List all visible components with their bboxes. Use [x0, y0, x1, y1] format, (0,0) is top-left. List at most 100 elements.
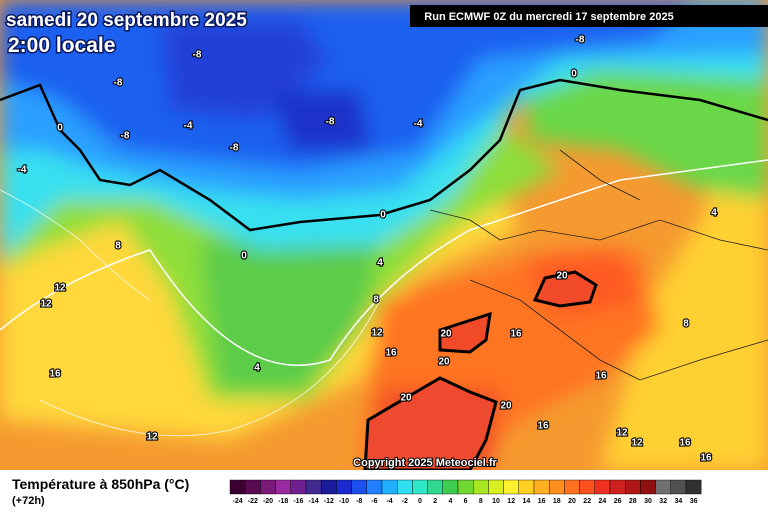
run-info: Run ECMWF 0Z du mercredi 17 septembre 20… [424, 11, 673, 23]
contour-label: -8 [114, 78, 123, 89]
colorbar-label: -12 [324, 498, 334, 505]
color-swatch [564, 479, 580, 495]
color-swatch [366, 479, 383, 495]
colorbar-label: -20 [263, 498, 273, 505]
colorbar-label: 0 [418, 498, 422, 505]
color-swatch [473, 479, 489, 495]
date-title: samedi 20 septembre 2025 [6, 10, 247, 31]
contour-label: -4 [414, 119, 423, 130]
color-swatch [670, 479, 687, 495]
contour-label: 20 [400, 393, 412, 404]
color-swatch [655, 479, 671, 495]
contour-label: 4 [254, 363, 260, 374]
colorbar-label: 16 [538, 498, 546, 505]
contour-label: -4 [18, 165, 27, 176]
contour-label: 12 [631, 438, 643, 449]
color-swatch [685, 479, 702, 495]
temperature-field [0, 0, 768, 470]
contour-label: -8 [121, 131, 130, 142]
contour-label: 4 [711, 208, 717, 219]
colorbar-label: -14 [309, 498, 319, 505]
color-swatch [321, 479, 337, 495]
colorbar-label: -4 [386, 498, 392, 505]
contour-label: 12 [40, 299, 52, 310]
contour-label: 16 [537, 421, 549, 432]
colorbar-label: 30 [644, 498, 652, 505]
color-swatch [579, 479, 595, 495]
color-swatch [275, 479, 292, 495]
contour-20 [438, 311, 492, 354]
colorbar-label: 14 [523, 498, 531, 505]
contour-label: 16 [510, 329, 522, 340]
lead-time: (+72h) [12, 495, 45, 507]
border-lines [429, 149, 768, 381]
color-swatch [640, 479, 656, 495]
contour-label: 16 [595, 371, 607, 382]
contour-label: 0 [380, 210, 386, 221]
color-swatch [427, 479, 444, 495]
contour-label: 8 [373, 295, 379, 306]
contour-label: 8 [115, 241, 121, 252]
color-swatch [625, 479, 641, 495]
colorbar-label: -10 [339, 498, 349, 505]
colorbar-label: 4 [448, 498, 452, 505]
run-box [410, 5, 768, 27]
contour-0 [0, 78, 768, 232]
isotherm [0, 189, 381, 437]
colorbar-label: -2 [402, 498, 408, 505]
contour-label: 16 [700, 453, 712, 464]
contour-label: -8 [576, 35, 585, 46]
color-swatch [381, 479, 398, 495]
colorbar-label: -24 [233, 498, 243, 505]
contour-label: 20 [500, 401, 512, 412]
contour-label: 0 [57, 123, 63, 134]
colorbar-label: 18 [553, 498, 561, 505]
contour-label: -4 [184, 121, 193, 132]
color-swatch [503, 479, 520, 495]
colorbar-label: 34 [675, 498, 683, 505]
contour-20 [363, 376, 498, 470]
color-swatch [244, 479, 261, 495]
color-swatch [305, 479, 322, 495]
color-swatch [412, 479, 428, 495]
contour-label: 12 [146, 432, 158, 443]
colorbar-label: 36 [690, 498, 698, 505]
contour-label: 16 [49, 369, 61, 380]
contour-label: 12 [371, 328, 383, 339]
color-swatch [336, 479, 352, 495]
time-title: 2:00 locale [8, 34, 115, 57]
contour-label: 0 [571, 69, 577, 80]
color-swatch [457, 479, 474, 495]
copyright: Copyright 2025 Meteociel.fr [353, 457, 497, 469]
colorbar: -24 -22 -20 -18 -16 -14 -12 -10 -8 -6 -4 -2 0 2 4 6 8 10 1… [229, 479, 702, 505]
colorbar-label: 10 [492, 498, 500, 505]
color-swatch [594, 479, 611, 495]
contour-label: -8 [326, 117, 335, 128]
colorbar-label: 6 [464, 498, 468, 505]
contour-label: 0 [241, 251, 247, 262]
colorbar-label: 28 [629, 498, 637, 505]
color-swatch [260, 479, 276, 495]
color-swatch [609, 479, 626, 495]
colorbar-label: 20 [568, 498, 576, 505]
colorbar-label: 2 [433, 498, 437, 505]
colorbar-label: 8 [479, 498, 483, 505]
color-swatch [488, 479, 504, 495]
colorbar-label: 26 [614, 498, 622, 505]
colorbar-label: 12 [507, 498, 515, 505]
colorbar-label: -8 [356, 498, 362, 505]
contour-8 [0, 159, 768, 367]
contour-label: 12 [616, 428, 628, 439]
contour-label: 20 [438, 357, 450, 368]
contour-label: 12 [54, 283, 66, 294]
colorbar-label: -18 [278, 498, 288, 505]
contour-label: 20 [556, 271, 568, 282]
contour-label: -8 [193, 50, 202, 61]
color-swatch [549, 479, 565, 495]
color-swatch [442, 479, 459, 495]
contour-20 [532, 270, 598, 308]
colorbar-label: 32 [659, 498, 667, 505]
color-swatch [290, 479, 307, 495]
